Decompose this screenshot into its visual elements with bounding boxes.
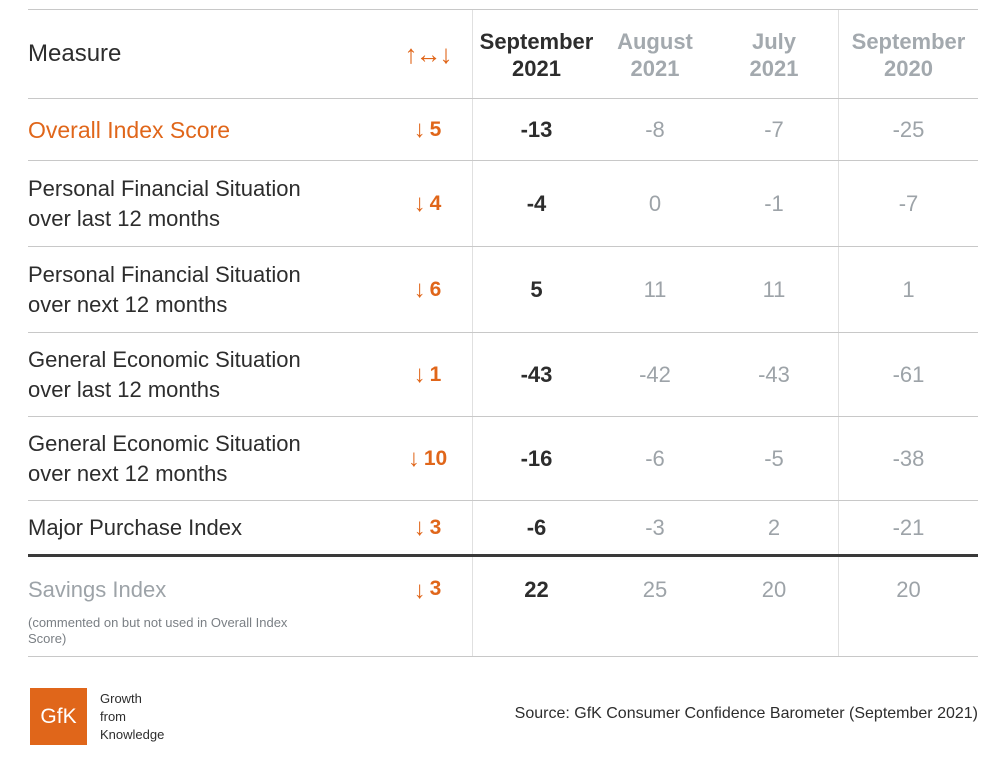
savings-index-label: Savings Index [28, 577, 167, 602]
measure-label: Overall Index Score [28, 116, 230, 143]
value-july-2021: -43 [758, 361, 790, 387]
table-row-personal-financial-next: Personal Financial Situation over next 12… [28, 247, 978, 333]
table-row-overall-index: Overall Index Score ↓ 5 -13 -8 -7 -25 [28, 99, 978, 161]
value-august-2021: -3 [645, 514, 665, 540]
arrow-down-icon: ↓ [413, 275, 426, 303]
arrow-down-icon: ↓ [407, 444, 420, 472]
value-september-2021: -4 [472, 161, 600, 246]
value-september-2020: 1 [838, 247, 978, 332]
column-header-july-2021: July 2021 [749, 29, 799, 81]
column-header-august-2021: August 2021 [617, 29, 693, 81]
column-header-september-2021: September 2021 [472, 10, 600, 98]
value-september-2021: -43 [472, 333, 600, 416]
value-september-2020: -21 [838, 501, 978, 554]
value-september-2020: 20 [838, 557, 978, 656]
measure-label: Major Purchase Index [28, 514, 242, 540]
table-row-general-economic-next: General Economic Situation over next 12 m… [28, 417, 978, 501]
arrow-down-icon: ↓ [413, 115, 426, 143]
table-row-personal-financial-last: Personal Financial Situation over last 12… [28, 161, 978, 247]
column-header-september-2020: September 2020 [838, 10, 978, 98]
arrow-down-icon: ↓ [413, 360, 426, 388]
change-direction-icon: ↑↔↓ [404, 38, 453, 69]
measure-column-header: Measure [28, 40, 122, 67]
value-september-2021: -6 [472, 501, 600, 554]
measure-label: Savings Index (commented on but not used… [28, 557, 383, 656]
value-september-2021: 5 [472, 247, 600, 332]
change-value: ↓ 10 [407, 444, 448, 472]
value-july-2021: -1 [764, 190, 784, 216]
value-september-2021: -16 [472, 417, 600, 500]
value-august-2021: 25 [642, 577, 668, 602]
value-july-2021: -7 [764, 116, 784, 142]
table-row-savings-index: Savings Index (commented on but not used… [28, 557, 978, 657]
value-september-2021: 22 [472, 557, 600, 656]
measure-label: Personal Financial Situation over last 12… [28, 175, 301, 231]
logo-tagline: Growth from Knowledge [100, 691, 165, 742]
value-august-2021: -6 [645, 445, 665, 471]
change-value: ↓ 6 [413, 275, 442, 303]
table-row-general-economic-last: General Economic Situation over last 12 m… [28, 333, 978, 417]
value-september-2020: -7 [838, 161, 978, 246]
value-september-2020: -38 [838, 417, 978, 500]
change-value: ↓ 4 [413, 189, 442, 217]
measure-label: General Economic Situation over last 12 m… [28, 346, 301, 402]
value-july-2021: -5 [764, 445, 784, 471]
change-value: ↓ 3 [413, 577, 442, 604]
value-august-2021: 0 [648, 190, 662, 216]
value-july-2021: 20 [761, 577, 787, 602]
value-september-2021: -13 [472, 99, 600, 160]
value-august-2021: -8 [645, 116, 665, 142]
measure-label: Personal Financial Situation over next 12… [28, 261, 301, 317]
value-august-2021: -42 [639, 361, 671, 387]
table-header-row: Measure ↑↔↓ September 2021 August 2021 Jul… [28, 9, 978, 99]
measure-label: General Economic Situation over next 12 m… [28, 430, 301, 486]
value-september-2020: -25 [838, 99, 978, 160]
footer: GfK Growth from Knowledge Source: GfK Co… [30, 688, 978, 748]
table-row-major-purchase: Major Purchase Index ↓ 3 -6 -3 2 -21 [28, 501, 978, 557]
arrow-down-icon: ↓ [413, 189, 426, 217]
change-value: ↓ 1 [413, 360, 442, 388]
savings-index-note: (commented on but not used in Overall In… [28, 615, 288, 646]
arrow-down-icon: ↓ [413, 513, 426, 541]
change-value: ↓ 5 [413, 115, 442, 143]
value-september-2020: -61 [838, 333, 978, 416]
arrow-down-icon: ↓ [413, 577, 426, 604]
value-july-2021: 11 [762, 276, 786, 302]
value-august-2021: 11 [643, 276, 667, 302]
consumer-confidence-table: Measure ↑↔↓ September 2021 August 2021 Jul… [28, 9, 978, 657]
value-july-2021: 2 [767, 514, 781, 540]
source-note: Source: GfK Consumer Confidence Baromete… [514, 705, 978, 722]
change-value: ↓ 3 [413, 513, 442, 541]
gfk-logo: GfK [30, 688, 87, 745]
